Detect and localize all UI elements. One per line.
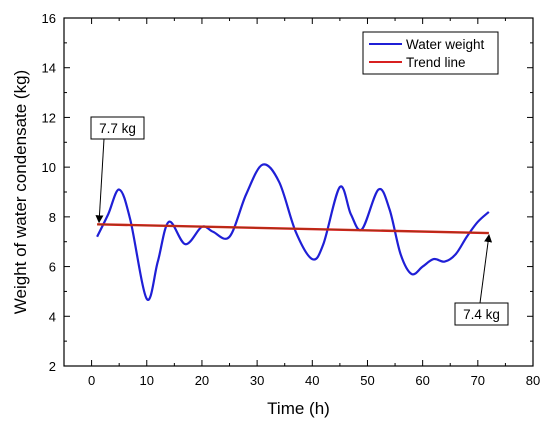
x-axis-label: Time (h) <box>267 399 330 418</box>
series-layer <box>96 163 490 301</box>
y-axis-label: Weight of water condensate (kg) <box>11 70 30 314</box>
y-axis: 2 4 6 8 10 12 14 16 <box>42 11 533 374</box>
series-line-water-weight <box>96 163 490 301</box>
annotation-arrow <box>95 138 105 224</box>
x-tick-label: 80 <box>526 373 540 388</box>
x-tick-label: 30 <box>250 373 264 388</box>
trend-line-shade <box>97 223 489 234</box>
y-tick-label: 16 <box>42 11 56 26</box>
y-tick-label: 2 <box>49 359 56 374</box>
annotation-arrow <box>479 234 493 304</box>
x-tick-label: 70 <box>471 373 485 388</box>
annotation-label: 7.7 kg <box>99 121 136 136</box>
x-axis: 0 10 20 30 40 50 60 70 80 <box>63 18 540 388</box>
y-tick-label: 14 <box>42 61 56 76</box>
x-tick-label: 40 <box>305 373 319 388</box>
annotation-box <box>454 302 509 326</box>
legend: Water weight Trend line <box>362 31 499 75</box>
x-tick-label: 10 <box>140 373 154 388</box>
annotation-label: 7.4 kg <box>463 307 500 322</box>
x-tick-label: 60 <box>415 373 429 388</box>
y-tick-label: 10 <box>42 160 56 175</box>
x-tick-label: 0 <box>88 373 95 388</box>
y-tick-label: 8 <box>49 210 56 225</box>
y-tick-label: 12 <box>42 110 56 125</box>
x-tick-label: 50 <box>360 373 374 388</box>
y-tick-label: 4 <box>49 309 56 324</box>
annotation-box <box>90 116 145 140</box>
annotations: 7.7 kg 7.4 kg <box>90 116 509 326</box>
legend-label: Water weight <box>406 37 485 52</box>
legend-label: Trend line <box>406 55 466 70</box>
y-tick-label: 6 <box>49 260 56 275</box>
legend-box <box>362 31 499 75</box>
x-tick-label: 20 <box>195 373 209 388</box>
